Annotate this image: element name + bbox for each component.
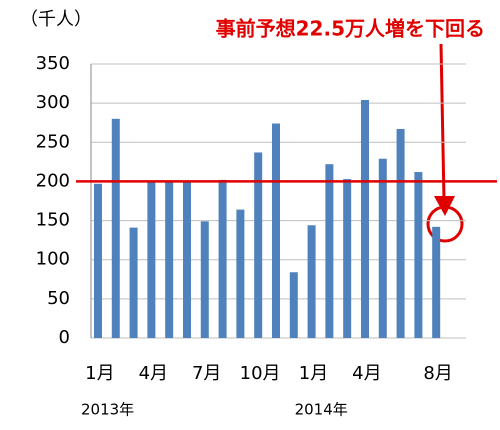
y-tick-label: 100 [36,249,70,270]
x-tick-label: 8月 [423,363,452,384]
bar [378,158,387,338]
bar [200,221,209,338]
y-tick-label: 300 [36,92,70,113]
x-tick-label: 1月 [85,363,114,384]
bar [325,164,334,338]
annotation-arrow [439,43,446,201]
bar [396,128,405,338]
y-tick-label: 0 [59,327,70,348]
bar [254,152,263,338]
annotation: 事前予想22.5万人増を下回る [216,17,485,41]
bar [236,209,245,338]
x-tick-label: 4月 [139,363,168,384]
bar [147,181,156,338]
year-label: 2013年 [81,401,134,419]
annotation-circle [426,205,464,243]
bar [93,183,102,338]
bar [111,118,120,338]
x-tick-label: 1月 [299,363,328,384]
x-tick-label: 7月 [192,363,221,384]
bar [218,179,227,338]
y-tick-label: 200 [36,170,70,191]
bar [165,181,174,338]
y-tick-label: 350 [36,53,70,74]
y-tick-label: 250 [36,131,70,152]
x-tick-label: 10月 [240,363,281,384]
bar [414,172,423,338]
bar [271,123,280,338]
bar [182,181,191,338]
bar [289,272,298,338]
x-tick-label: 4月 [352,363,381,384]
bar [343,179,352,338]
unit-label: （千人） [20,9,92,30]
bar [129,227,138,338]
y-tick-label: 150 [36,210,70,231]
bar [360,100,369,338]
bar [432,226,441,338]
y-tick-label: 50 [47,288,70,309]
bar [307,225,316,338]
year-label: 2014年 [295,401,348,419]
